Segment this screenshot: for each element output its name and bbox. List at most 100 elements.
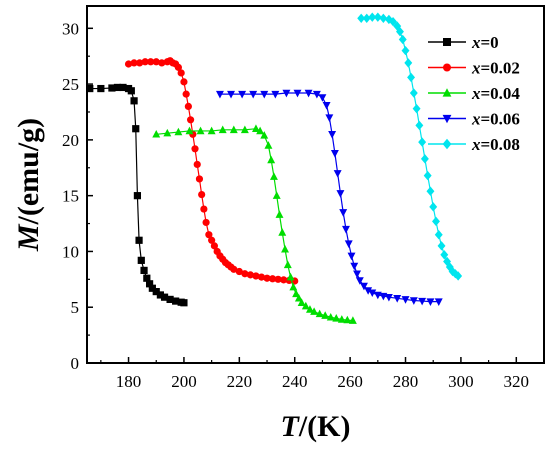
data-point	[215, 90, 224, 99]
x-tick-label: 280	[393, 372, 419, 391]
data-point	[263, 274, 271, 282]
data-point	[336, 190, 345, 198]
data-point	[235, 267, 243, 276]
data-point	[198, 190, 206, 199]
legend-var: x	[471, 135, 481, 154]
data-point	[432, 216, 440, 226]
plot-area	[86, 12, 463, 324]
data-point	[350, 262, 359, 271]
data-point	[389, 16, 398, 27]
data-point	[368, 12, 377, 22]
y-axis-label: M/(emu/g)	[12, 118, 45, 252]
data-point	[218, 125, 227, 134]
data-point	[108, 84, 116, 92]
data-point	[282, 89, 291, 98]
data-point	[418, 297, 427, 306]
legend-var: x	[471, 59, 481, 78]
data-point	[342, 225, 350, 234]
data-point	[379, 292, 388, 301]
data-point	[148, 284, 156, 292]
data-point	[373, 291, 382, 300]
y-tick-label: 15	[62, 187, 79, 206]
series-2	[152, 124, 357, 324]
series-line	[219, 92, 439, 303]
series-3	[215, 89, 443, 306]
y-tick-label: 0	[71, 354, 80, 373]
legend-value: =0.06	[481, 110, 520, 129]
data-point	[246, 271, 255, 279]
data-point	[333, 170, 342, 178]
data-point	[398, 34, 407, 45]
data-point	[330, 150, 339, 158]
data-point	[267, 155, 276, 164]
axes: 180 200 220 240 260 280 300 320 0 5 10 15 20 25 30	[62, 19, 545, 391]
plot-frame	[86, 5, 545, 364]
data-point	[130, 59, 138, 67]
data-point	[208, 236, 216, 244]
data-point	[429, 202, 438, 212]
legend-var: x	[471, 84, 481, 103]
data-point	[252, 272, 260, 280]
data-point	[160, 293, 169, 301]
data-point	[97, 84, 105, 93]
data-point	[174, 127, 183, 136]
data-point	[325, 114, 334, 122]
data-point	[195, 175, 204, 183]
data-point	[294, 293, 303, 302]
series-line	[361, 16, 459, 277]
data-point	[147, 58, 155, 66]
legend-value: =0.08	[481, 135, 520, 154]
data-point	[368, 289, 377, 298]
data-point	[426, 298, 435, 306]
data-point	[130, 97, 138, 105]
data-point	[257, 273, 266, 281]
data-point	[379, 13, 388, 23]
data-point	[166, 295, 174, 304]
data-point	[353, 270, 362, 279]
data-point	[393, 295, 402, 303]
data-point	[240, 125, 249, 134]
data-point	[156, 291, 164, 299]
y-axis-var: M	[12, 223, 45, 252]
data-point	[409, 297, 418, 305]
data-point	[321, 311, 330, 319]
data-point	[227, 90, 235, 99]
data-point	[347, 252, 356, 261]
data-point	[251, 124, 260, 132]
data-point	[454, 271, 463, 281]
data-point	[337, 315, 346, 323]
data-point	[136, 59, 144, 67]
data-point	[229, 125, 238, 134]
data-point	[440, 250, 449, 260]
y-axis-unit: /(emu/g)	[12, 118, 45, 226]
data-point	[281, 244, 289, 253]
data-point	[119, 83, 127, 92]
data-point	[437, 241, 446, 251]
data-point	[322, 102, 331, 110]
data-point	[196, 126, 205, 135]
data-point	[124, 60, 133, 68]
y-tick-label: 25	[62, 75, 79, 94]
x-axis-label: T/(K)	[281, 410, 351, 443]
x-tick-label: 180	[116, 372, 142, 391]
legend-entry: x=0.02	[471, 59, 520, 78]
x-tick-label: 220	[227, 372, 253, 391]
data-point	[210, 242, 219, 250]
data-point	[348, 316, 357, 324]
data-point	[191, 145, 199, 153]
data-point	[409, 88, 418, 98]
data-point	[373, 12, 382, 22]
data-point	[357, 13, 366, 23]
data-point	[360, 282, 368, 291]
data-point	[415, 120, 424, 131]
data-point	[180, 78, 188, 86]
x-tick-label: 240	[282, 372, 308, 391]
x-axis-unit: /(K)	[298, 410, 351, 443]
data-point	[207, 126, 216, 135]
y-tick-label: 20	[62, 131, 79, 150]
data-point	[280, 276, 288, 284]
data-point	[326, 312, 335, 321]
data-point	[186, 116, 195, 124]
data-point	[86, 84, 94, 93]
